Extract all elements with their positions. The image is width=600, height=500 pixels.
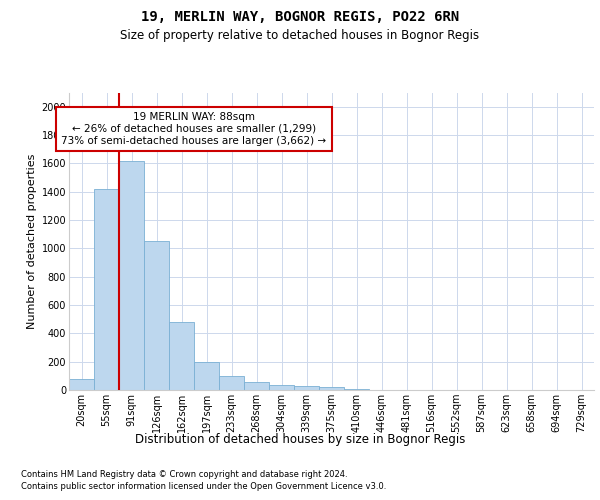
Bar xyxy=(94,189,119,390)
Text: Size of property relative to detached houses in Bognor Regis: Size of property relative to detached ho… xyxy=(121,29,479,42)
Bar xyxy=(69,380,94,390)
Bar xyxy=(169,322,194,390)
Bar xyxy=(194,362,219,390)
Bar xyxy=(244,382,269,390)
Text: 19 MERLIN WAY: 88sqm
← 26% of detached houses are smaller (1,299)
73% of semi-de: 19 MERLIN WAY: 88sqm ← 26% of detached h… xyxy=(61,112,326,146)
Text: Distribution of detached houses by size in Bognor Regis: Distribution of detached houses by size … xyxy=(135,432,465,446)
Y-axis label: Number of detached properties: Number of detached properties xyxy=(28,154,37,329)
Bar xyxy=(319,387,344,390)
Text: Contains HM Land Registry data © Crown copyright and database right 2024.: Contains HM Land Registry data © Crown c… xyxy=(21,470,347,479)
Bar xyxy=(219,376,244,390)
Bar xyxy=(119,160,144,390)
Text: 19, MERLIN WAY, BOGNOR REGIS, PO22 6RN: 19, MERLIN WAY, BOGNOR REGIS, PO22 6RN xyxy=(141,10,459,24)
Text: Contains public sector information licensed under the Open Government Licence v3: Contains public sector information licen… xyxy=(21,482,386,491)
Bar xyxy=(144,242,169,390)
Bar xyxy=(294,386,319,390)
Bar xyxy=(269,385,294,390)
